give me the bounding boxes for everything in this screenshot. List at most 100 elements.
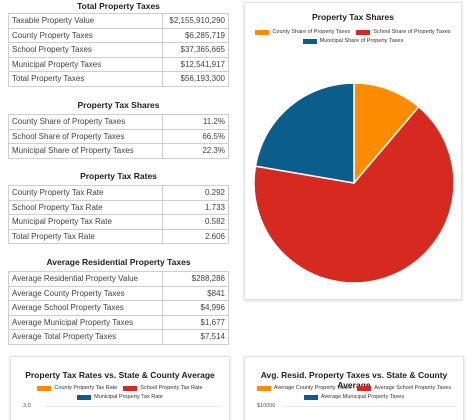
row-value: 0.292	[162, 185, 229, 201]
table-row: County Share of Property Taxes 11.2%	[8, 114, 229, 130]
legend-item-school-share[interactable]: School Share of Property Taxes	[356, 29, 451, 35]
table-row: Average Residential Property Value $288,2…	[8, 271, 229, 287]
row-label: School Share of Property Taxes	[8, 128, 163, 144]
y-tick-label: $10000	[257, 403, 276, 409]
row-value: 1.733	[162, 199, 229, 215]
table-row: County Property Taxes $6,285,719	[8, 27, 229, 43]
row-value: 66.5%	[162, 128, 229, 144]
pie-chart-title: Property Tax Shares	[311, 12, 395, 22]
table-row: Municipal Share of Property Taxes 22.3%	[8, 143, 229, 159]
rates-title: Property Tax Rates	[80, 171, 157, 181]
legend-swatch-school	[356, 29, 371, 35]
table-row: Municipal Property Taxes $12,541,917	[8, 56, 229, 72]
row-value: $288,286	[162, 271, 229, 287]
legend-item-municipal-rate[interactable]: Municipal Property Tax Rate	[77, 394, 163, 400]
legend-swatch-county	[255, 29, 270, 35]
row-label: Total Property Tax Rate	[8, 228, 163, 244]
row-label: Taxable Property Value	[8, 13, 163, 29]
legend-label: Municipal Share of Property Taxes	[319, 38, 404, 44]
legend-item-school-rate[interactable]: School Property Tax Rate	[123, 385, 203, 391]
gridline	[45, 406, 221, 407]
shares-table: County Share of Property Taxes 11.2% Schoo…	[8, 114, 229, 159]
pie-chart	[253, 82, 455, 284]
row-label: Municipal Share of Property Taxes	[8, 143, 163, 159]
table-row: School Property Taxes $37,365,665	[8, 42, 229, 58]
legend-label: Average County Property Taxes	[273, 385, 352, 391]
rates-table: County Property Tax Rate 0.292 School Prop…	[8, 185, 229, 244]
legend-swatch-school	[123, 385, 138, 391]
legend-item-avg-county[interactable]: Average County Property Taxes	[256, 385, 352, 391]
legend-label: Average School Property Taxes	[374, 385, 452, 391]
row-label: County Property Tax Rate	[8, 185, 163, 201]
legend-swatch-municipal	[77, 394, 92, 400]
rates-chart-title: Property Tax Rates vs. State & County Av…	[25, 370, 215, 380]
legend-item-avg-municipal[interactable]: Average Municipal Property Taxes	[303, 394, 405, 400]
y-tick-label: 3.0	[23, 403, 31, 409]
row-label: County Property Taxes	[8, 27, 163, 43]
table-row: County Property Tax Rate 0.292	[8, 185, 229, 201]
table-row: Average Total Property Taxes $7,514	[8, 329, 229, 345]
legend-swatch-county	[37, 385, 52, 391]
pie-slice-school[interactable]	[253, 105, 455, 284]
residential-legend: Average County Property Taxes Average Sc…	[245, 385, 463, 403]
pie-slice-municipal[interactable]	[254, 82, 355, 184]
row-value: 2.606	[162, 228, 229, 244]
row-label: Total Property Taxes	[8, 71, 163, 87]
table-row: Total Property Tax Rate 2.606	[8, 228, 229, 244]
row-value: 0.582	[162, 214, 229, 230]
row-label: Average County Property Taxes	[8, 285, 163, 301]
residential-chart-title: Avg. Resid. Property Taxes vs. State & C…	[260, 370, 448, 390]
legend-swatch-school	[357, 385, 372, 391]
pie-legend: County Share of Property Taxes School Sh…	[245, 29, 461, 47]
table-row: Average Municipal Property Taxes $1,677	[8, 314, 229, 330]
row-label: School Property Taxes	[8, 42, 163, 58]
row-value: $37,365,665	[162, 42, 229, 58]
rates-comparison-chart-card: Property Tax Rates vs. State & County Av…	[10, 356, 230, 420]
tax-shares-chart-card: Property Tax Shares County Share of Prop…	[244, 2, 462, 300]
row-value: $12,541,917	[162, 56, 229, 72]
row-label: School Property Tax Rate	[8, 199, 163, 215]
legend-label: County Property Tax Rate	[54, 385, 118, 391]
table-row: Average School Property Taxes $4,996	[8, 300, 229, 316]
table-row: Taxable Property Value $2,155,910,290	[8, 13, 229, 29]
row-value: $4,996	[162, 300, 229, 316]
row-value: 11.2%	[162, 114, 229, 130]
legend-swatch-municipal	[302, 38, 317, 44]
legend-swatch-municipal	[303, 394, 318, 400]
residential-comparison-chart-card: Avg. Resid. Property Taxes vs. State & C…	[244, 356, 464, 420]
legend-item-avg-school[interactable]: Average School Property Taxes	[357, 385, 451, 391]
legend-label: Average Municipal Property Taxes	[320, 394, 405, 400]
row-label: Average Total Property Taxes	[8, 329, 163, 345]
row-label: Average Municipal Property Taxes	[8, 314, 163, 330]
row-label: Average School Property Taxes	[8, 300, 163, 316]
legend-label: School Property Tax Rate	[140, 385, 203, 391]
total-taxes-title: Total Property Taxes	[77, 1, 160, 11]
table-row: Total Property Taxes $56,193,300	[8, 71, 229, 87]
gridline	[283, 406, 455, 407]
residential-table: Average Residential Property Value $288,2…	[8, 271, 229, 345]
row-label: Average Residential Property Value	[8, 271, 163, 287]
row-label: Municipal Property Taxes	[8, 56, 163, 72]
rates-legend: County Property Tax Rate School Property…	[11, 385, 229, 403]
table-row: Municipal Property Tax Rate 0.582	[8, 214, 229, 230]
table-row: School Share of Property Taxes 66.5%	[8, 128, 229, 144]
total-taxes-table: Taxable Property Value $2,155,910,290 Coun…	[8, 13, 229, 87]
legend-label: Municipal Property Tax Rate	[94, 394, 163, 400]
legend-item-municipal-share[interactable]: Municipal Share of Property Taxes	[302, 38, 404, 44]
table-row: Average County Property Taxes $841	[8, 285, 229, 301]
row-value: $7,514	[162, 329, 229, 345]
legend-label: School Share of Property Taxes	[373, 29, 451, 35]
legend-item-county-share[interactable]: County Share of Property Taxes	[255, 29, 350, 35]
legend-item-county-rate[interactable]: County Property Tax Rate	[37, 385, 117, 391]
shares-title: Property Tax Shares	[77, 100, 160, 110]
row-value: $1,677	[162, 314, 229, 330]
legend-swatch-county	[256, 385, 271, 391]
row-value: $2,155,910,290	[162, 13, 229, 29]
row-value: 22.3%	[162, 143, 229, 159]
legend-label: County Share of Property Taxes	[272, 29, 351, 35]
pie-slice-county[interactable]	[353, 82, 420, 186]
row-value: $841	[162, 285, 229, 301]
row-value: $56,193,300	[162, 71, 229, 87]
residential-title: Average Residential Property Taxes	[46, 257, 191, 267]
row-value: $6,285,719	[162, 27, 229, 43]
